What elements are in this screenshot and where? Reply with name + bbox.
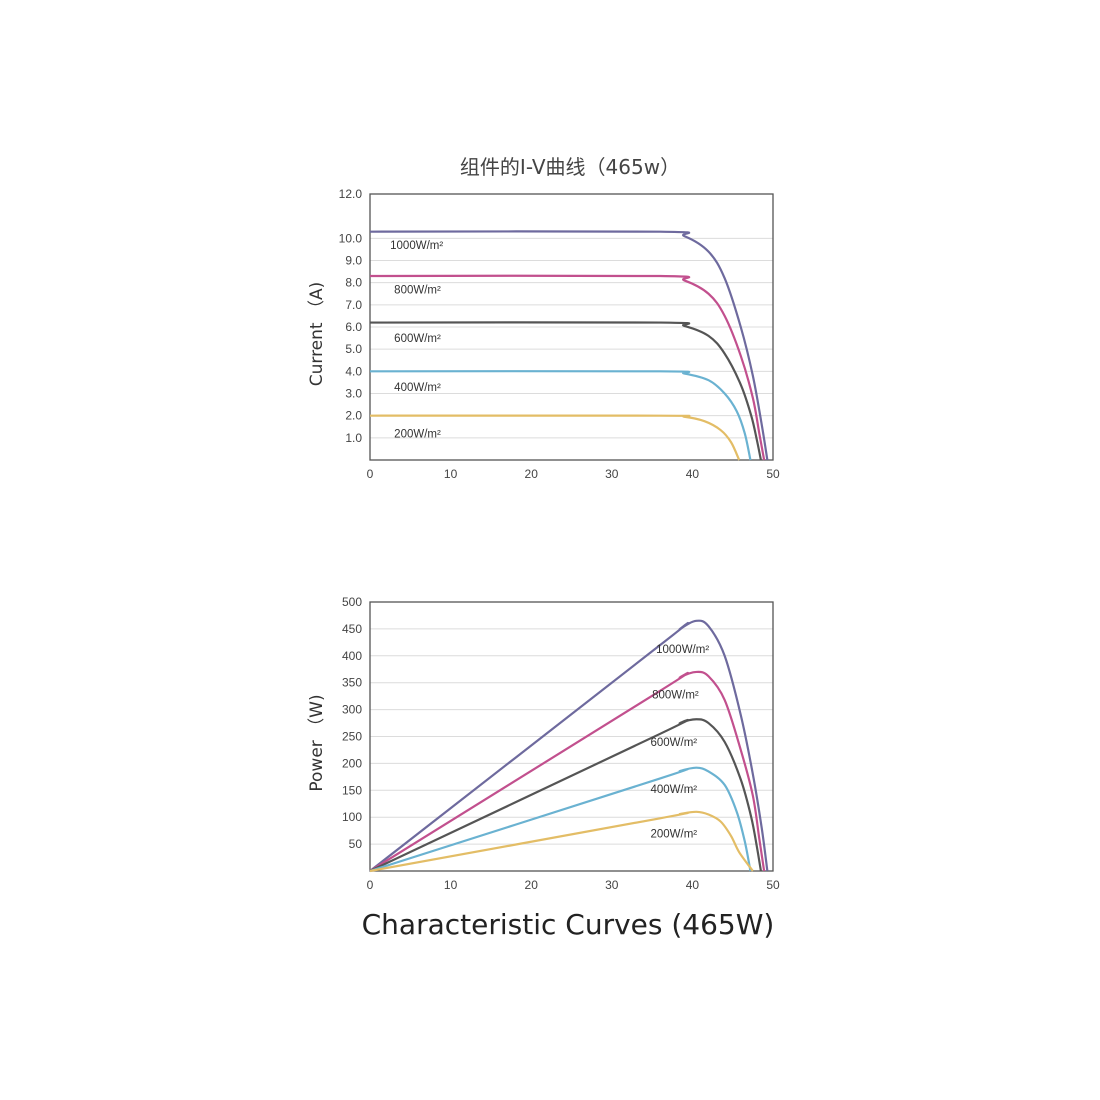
y-tick-label: 300	[342, 703, 362, 717]
x-tick-label: 0	[367, 467, 374, 481]
y-tick-label: 100	[342, 810, 362, 824]
x-tick-label: 20	[525, 467, 539, 481]
y-tick-label: 450	[342, 622, 362, 636]
iv-chart: 组件的I-V曲线（465w） 1.0 2.0 3.0 4.0 5.0 6.0 7.0 8.0 9.…	[307, 155, 780, 481]
series-line	[369, 321, 762, 461]
y-tick-label: 5.0	[345, 342, 362, 356]
curve-label: 400W/m²	[394, 382, 441, 394]
curve-label: 800W/m²	[394, 284, 441, 296]
y-tick-label: 250	[342, 730, 362, 744]
y-tick-label: 350	[342, 676, 362, 690]
y-tick-label: 2.0	[345, 409, 362, 423]
y-tick-label: 500	[342, 595, 362, 609]
y-tick-label: 400	[342, 649, 362, 663]
x-tick-label: 50	[766, 878, 780, 892]
y-tick-label: 6.0	[345, 320, 362, 334]
x-tick-label: 40	[686, 878, 700, 892]
series-line	[369, 619, 769, 872]
curve-label: 1000W/m²	[390, 240, 443, 252]
plot-frame	[369, 193, 774, 461]
x-tick-label: 40	[686, 467, 700, 481]
curve-label: 200W/m²	[394, 428, 441, 440]
x-tick-label: 10	[444, 878, 458, 892]
curve-label: 600W/m²	[394, 333, 441, 345]
y-tick-label: 9.0	[345, 254, 362, 268]
x-tick-label: 50	[766, 467, 780, 481]
pv-chart: 50 100 150 200 250 300 350 400 450 500 0 10 20 30 40 50…	[307, 595, 780, 892]
y-tick-label: 50	[349, 837, 363, 851]
figure-caption: Characteristic Curves (465W)	[361, 908, 775, 941]
curve-label: 600W/m²	[650, 737, 697, 749]
y-tick-label: 200	[342, 756, 362, 770]
series-line	[369, 414, 741, 461]
y-tick-label: 10.0	[339, 231, 363, 245]
series-line	[369, 766, 752, 873]
y-tick-label: 4.0	[345, 364, 362, 378]
y-tick-label: 3.0	[345, 387, 362, 401]
x-tick-label: 20	[525, 878, 539, 892]
curve-label: 800W/m²	[652, 690, 699, 702]
series-line	[369, 718, 762, 872]
y-tick-label: 1.0	[345, 431, 362, 445]
x-tick-label: 30	[605, 467, 619, 481]
y-axis-title: Power （W)	[307, 694, 327, 791]
y-tick-label: 12.0	[339, 187, 363, 201]
series-line	[369, 370, 752, 461]
curve-label: 1000W/m²	[656, 644, 709, 656]
series-line	[369, 230, 769, 461]
x-tick-label: 30	[605, 878, 619, 892]
curve-label: 400W/m²	[650, 784, 697, 796]
x-tick-label: 10	[444, 467, 458, 481]
series-line	[369, 670, 766, 872]
series-line	[369, 810, 754, 873]
series-line	[369, 274, 766, 461]
curve-label: 200W/m²	[650, 828, 697, 840]
y-tick-label: 7.0	[345, 298, 362, 312]
chart-title: 组件的I-V曲线（465w）	[460, 155, 680, 179]
y-axis-title: Current （A)	[307, 282, 327, 387]
x-tick-label: 0	[367, 878, 374, 892]
y-tick-label: 150	[342, 783, 362, 797]
y-tick-label: 8.0	[345, 276, 362, 290]
plot-frame	[369, 601, 774, 872]
